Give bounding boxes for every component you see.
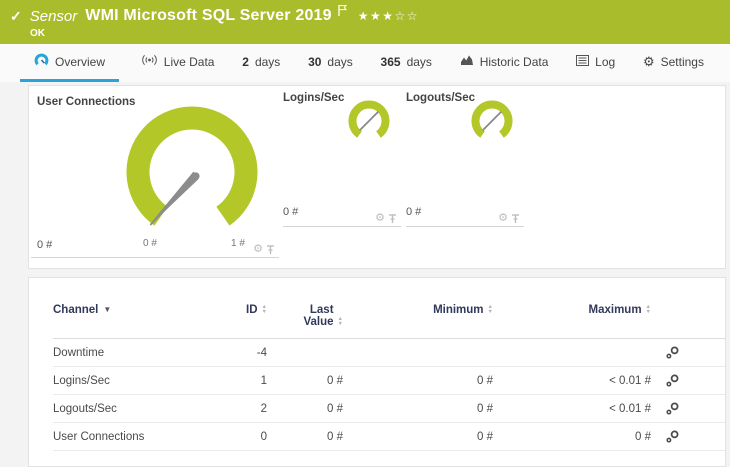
- channel-id: 0: [260, 430, 267, 443]
- status-check-icon: ✓: [10, 7, 22, 24]
- column-header-last-value[interactable]: Last Value ▲ ▼: [267, 304, 343, 328]
- tab-log[interactable]: Log: [570, 44, 621, 82]
- historic-chart-icon: [460, 54, 474, 69]
- channel-minimum: 0 #: [477, 430, 493, 443]
- object-kind-label: Sensor: [29, 7, 78, 25]
- header-label: ID: [246, 304, 258, 316]
- tab-label: Settings: [660, 54, 704, 69]
- tab-365-days[interactable]: 365 days: [375, 44, 438, 82]
- header-label: Minimum: [433, 304, 484, 316]
- gauge-logouts-sec: Logouts/Sec 0 # ⚙: [406, 92, 524, 227]
- tab-label: days: [327, 54, 353, 69]
- user-connections-gauge: [126, 106, 258, 226]
- tab-historic-data[interactable]: Historic Data: [454, 44, 555, 82]
- gauge-current-value: 0 #: [37, 239, 53, 251]
- sort-icon: ▲ ▼: [261, 304, 267, 315]
- header-label: Maximum: [588, 304, 642, 316]
- tab-2-days[interactable]: 2 days: [236, 44, 286, 82]
- settings-gear-icon: ⚙: [642, 53, 655, 69]
- gauge-pin-icon[interactable]: [511, 213, 520, 224]
- column-header-maximum[interactable]: Maximum ▲ ▼: [493, 304, 652, 316]
- gauge-title: User Connections: [37, 96, 136, 108]
- overview-gauge-icon: [34, 53, 49, 70]
- channel-settings-icon[interactable]: [665, 346, 679, 359]
- gauge-logins-sec: Logins/Sec 0 # ⚙: [283, 92, 401, 227]
- gauge-user-connections: User Connections 0 # 1 # 0 # ⚙: [31, 90, 279, 258]
- channel-id: -4: [256, 346, 267, 359]
- gauge-scale-min: 0 #: [143, 238, 157, 249]
- tab-label: Overview: [55, 54, 106, 69]
- gauge-scale-max: 1 #: [231, 238, 245, 249]
- channel-name[interactable]: Downtime: [53, 346, 105, 359]
- channel-minimum: 0 #: [477, 402, 493, 415]
- tab-label: Live Data: [163, 54, 215, 69]
- table-row-downtime: Downtime -4: [53, 339, 725, 367]
- gauge-gear-icon[interactable]: ⚙: [375, 212, 385, 224]
- channel-settings-icon[interactable]: [665, 402, 679, 415]
- tab-label: days: [254, 54, 281, 69]
- stars-empty[interactable]: ☆☆: [394, 9, 420, 23]
- column-header-id[interactable]: ID ▲ ▼: [203, 304, 267, 316]
- channel-maximum: 0 #: [635, 430, 651, 443]
- channel-last-value: 0 #: [327, 374, 343, 387]
- logins-gauge: [348, 100, 390, 138]
- flag-icon[interactable]: [337, 4, 348, 22]
- tab-number: 365: [380, 54, 401, 69]
- tab-bar: Overview Live Data 2 days 30 days 365 da…: [0, 44, 730, 82]
- gauge-title: Logins/Sec: [283, 92, 345, 104]
- column-header-channel[interactable]: Channel ▼: [53, 304, 203, 316]
- channel-settings-icon[interactable]: [665, 430, 679, 443]
- column-header-minimum[interactable]: Minimum ▲ ▼: [343, 304, 493, 316]
- tab-label: days: [406, 54, 432, 69]
- channel-last-value: 0 #: [327, 402, 343, 415]
- channel-name[interactable]: User Connections: [53, 430, 145, 443]
- tab-label: Log: [595, 54, 616, 69]
- live-data-broadcast-icon: [141, 54, 158, 69]
- gauge-pin-icon[interactable]: [388, 213, 397, 224]
- gauge-pin-icon[interactable]: [266, 244, 275, 255]
- gauge-title: Logouts/Sec: [406, 92, 476, 104]
- channel-maximum: < 0.01 #: [609, 374, 651, 387]
- gauge-current-value: 0 #: [406, 206, 422, 218]
- sensor-title: WMI Microsoft SQL Server 2019: [85, 7, 332, 24]
- tab-live-data[interactable]: Live Data: [135, 44, 221, 82]
- channel-last-value: 0 #: [327, 430, 343, 443]
- gauge-gear-icon[interactable]: ⚙: [498, 212, 508, 224]
- sort-icon: ▲ ▼: [487, 304, 493, 315]
- channel-minimum: 0 #: [477, 374, 493, 387]
- tab-number: 30: [308, 54, 322, 69]
- priority-stars[interactable]: ★★★☆☆: [358, 9, 419, 23]
- channel-id: 2: [260, 402, 267, 415]
- sort-icon: ▲ ▼: [337, 316, 343, 327]
- channel-id: 1: [260, 374, 267, 387]
- table-row-user-connections: User Connections 0 0 # 0 # 0 #: [53, 423, 725, 451]
- gauge-current-value: 0 #: [283, 206, 299, 218]
- sensor-status-bar: ✓ Sensor WMI Microsoft SQL Server 2019 ★…: [0, 0, 730, 44]
- channel-settings-icon[interactable]: [665, 374, 679, 387]
- status-badge: OK: [30, 28, 45, 39]
- channel-maximum: < 0.01 #: [609, 402, 651, 415]
- tab-number: 2: [242, 54, 249, 69]
- channel-table-panel: Channel ▼ ID ▲ ▼ Last Value ▲ ▼ Minimum ▲ ▼ Max…: [28, 277, 726, 467]
- tab-30-days[interactable]: 30 days: [302, 44, 359, 82]
- table-row-logouts-sec: Logouts/Sec 2 0 # 0 # < 0.01 #: [53, 395, 725, 423]
- channel-table-header: Channel ▼ ID ▲ ▼ Last Value ▲ ▼ Minimum ▲ ▼ Max…: [53, 304, 725, 339]
- stars-filled[interactable]: ★★★: [357, 9, 395, 23]
- table-row-logins-sec: Logins/Sec 1 0 # 0 # < 0.01 #: [53, 367, 725, 395]
- channel-name[interactable]: Logins/Sec: [53, 374, 110, 387]
- tab-overview[interactable]: Overview: [20, 44, 120, 82]
- channel-name[interactable]: Logouts/Sec: [53, 402, 117, 415]
- logouts-gauge: [471, 100, 513, 138]
- sorted-caret-icon: ▼: [103, 305, 112, 315]
- gauge-gear-icon[interactable]: ⚙: [253, 243, 263, 255]
- tab-settings[interactable]: ⚙ Settings: [637, 44, 710, 82]
- sort-icon: ▲ ▼: [645, 304, 651, 315]
- header-label: Channel: [53, 304, 99, 316]
- log-list-icon: [576, 54, 590, 69]
- overview-gauges-panel: User Connections 0 # 1 # 0 # ⚙ Logins/Se…: [28, 85, 726, 269]
- header-label: Last Value: [303, 304, 334, 328]
- tab-label: Historic Data: [479, 54, 549, 69]
